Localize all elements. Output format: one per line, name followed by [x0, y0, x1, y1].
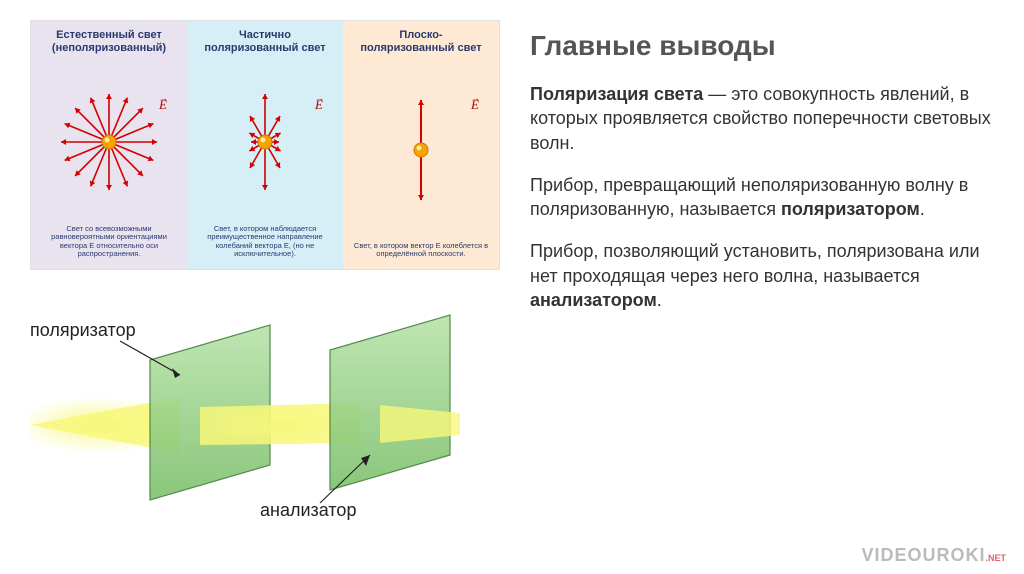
light-types-panels: Естественный свет(неполяризованный) →E Све… [30, 20, 500, 270]
e-vector-label: →E [471, 97, 479, 113]
term-polarizer: поляризатором [781, 199, 920, 219]
panel-1: Частичнополяризованный свет →E Свет, в кот… [187, 21, 343, 269]
panel-caption: Свет, в котором наблюдается преимуществе… [193, 225, 337, 260]
panel-title: Плоско-поляризованный свет [360, 29, 481, 59]
panel-diagram: →E [349, 59, 493, 238]
analyzer-label: анализатор [260, 500, 356, 521]
polarizer-label: поляризатор [30, 320, 136, 341]
panel-diagram: →E [193, 59, 337, 221]
watermark: VIDEOUROKI.NET [861, 545, 1006, 566]
panel-title: Частичнополяризованный свет [204, 29, 325, 59]
panel-2: Плоско-поляризованный свет →E Свет, в кото… [343, 21, 499, 269]
panel-0: Естественный свет(неполяризованный) →E Све… [31, 21, 187, 269]
paragraph-2: Прибор, превращающий неполяризованную во… [530, 173, 994, 222]
e-vector-label: →E [315, 97, 323, 113]
panel-caption: Свет, в котором вектор E колеблется в оп… [349, 242, 493, 259]
e-vector-label: →E [159, 97, 167, 113]
paragraph-3: Прибор, позволяющий установить, поляризо… [530, 239, 994, 312]
panel-caption: Свет со всевозможными равновероятными ор… [37, 225, 181, 260]
polarizer-analyzer-figure: поляризатор анализатор [30, 285, 490, 525]
term-analyzer: анализатором [530, 290, 657, 310]
panel-title: Естественный свет(неполяризованный) [52, 29, 166, 59]
term-polarization: Поляризация света [530, 84, 703, 104]
panel-diagram: →E [37, 59, 181, 221]
main-title: Главные выводы [530, 30, 994, 62]
paragraph-1: Поляризация света — это совокупность явл… [530, 82, 994, 155]
